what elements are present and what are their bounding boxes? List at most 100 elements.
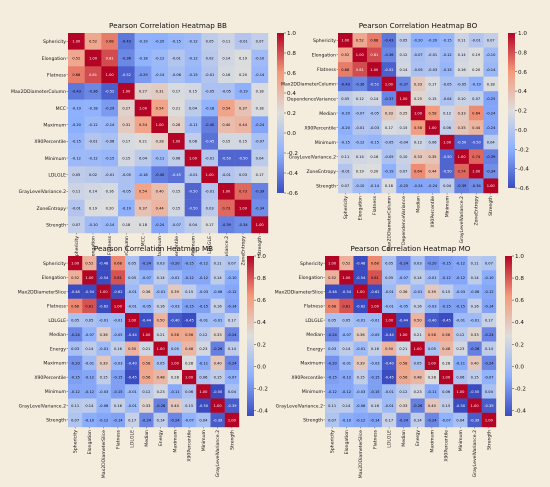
cell-value-label: 0.15 (172, 206, 180, 210)
heatmap-cell (125, 256, 140, 271)
cell-value-label: -0.14 (370, 184, 380, 188)
cell-value-label: -0.29 (138, 73, 148, 77)
colorbar-tick-label: 0.8 (287, 51, 296, 57)
cell-value-label: 1.00 (356, 53, 365, 57)
heatmap-cell (382, 298, 397, 314)
heatmap-cell (196, 256, 211, 271)
heatmap-cell (167, 270, 183, 285)
cell-value-label: 0.23 (456, 347, 464, 351)
heatmap-cell (168, 49, 185, 67)
heatmap-cell (82, 398, 97, 413)
heatmap-cell (110, 370, 126, 385)
cell-value-label: -0.48 (356, 262, 366, 266)
heatmap-cell (339, 384, 354, 399)
x-tick-label: Sphericity (74, 236, 80, 259)
cell-value-label: -0.01 (384, 404, 393, 408)
cell-value-label: 0.05 (414, 361, 422, 365)
cell-value-label: 1.00 (428, 361, 437, 365)
cell-value-label: 0.05 (385, 276, 393, 280)
heatmap-cell (338, 105, 353, 121)
heatmap-cell (134, 66, 152, 84)
heatmap-cell (439, 270, 454, 285)
heatmap-cell (167, 327, 183, 342)
heatmap-cell (481, 412, 497, 428)
cell-value-label: 0.17 (206, 223, 214, 227)
heatmap-cell (425, 62, 441, 77)
heatmap-cell (167, 298, 183, 314)
heatmap-cell (251, 149, 269, 167)
heatmap-cell (201, 133, 219, 150)
cell-value-label: -0.25 (486, 97, 495, 101)
heatmap-cell (353, 370, 368, 385)
colorbar-tick-label: -0.4 (287, 171, 298, 177)
heatmap-cell (424, 341, 440, 356)
heatmap-cell (96, 398, 111, 413)
heatmap-cell (481, 384, 497, 399)
heatmap-cell (96, 284, 111, 299)
cell-value-label: 0.14 (157, 418, 166, 422)
cell-value-label: -0.14 (155, 73, 165, 77)
heatmap-cell (68, 49, 85, 67)
cell-value-label: 0.16 (114, 404, 123, 408)
cell-value-label: -0.19 (122, 206, 132, 210)
heatmap-cell (410, 341, 425, 356)
heatmap-cell (151, 149, 169, 167)
cell-value-label: -0.07 (142, 276, 151, 280)
heatmap-cell (338, 76, 353, 92)
cell-value-label: -0.34 (486, 170, 496, 174)
cell-value-label: 0.18 (256, 90, 265, 94)
cell-value-label: 0.14 (228, 347, 237, 351)
heatmap-cell (196, 327, 211, 342)
heatmap-cell (468, 62, 484, 77)
heatmap-cell (367, 370, 383, 385)
cell-value-label: -0.24 (255, 123, 265, 127)
heatmap-cell (325, 270, 340, 285)
cell-value-label: 1.00 (156, 123, 165, 127)
cell-value-label: 0.16 (370, 155, 379, 159)
heatmap-cell (468, 47, 484, 63)
cell-value-label: 1.00 (228, 418, 237, 422)
heatmap-cell (424, 384, 440, 399)
cell-value-label: 0.15 (214, 376, 222, 380)
heatmap-cell (201, 116, 219, 134)
heatmap-cell (339, 284, 354, 299)
cell-value-label: -0.05 (384, 155, 393, 159)
cell-value-label: 0.54 (139, 123, 148, 127)
heatmap-cell (82, 341, 97, 356)
heatmap-cell (410, 398, 425, 413)
cell-value-label: 0.03 (239, 173, 247, 177)
x-tick-label: Minimum (458, 429, 464, 451)
heatmap-cell (110, 313, 126, 328)
cell-value-label: -0.07 (355, 111, 364, 115)
cell-value-label: -0.07 (184, 418, 193, 422)
cell-value-label: 0.68 (106, 40, 115, 44)
cell-value-label: -0.12 (356, 418, 365, 422)
y-tick-label: Max2DDiameterSlice (18, 289, 66, 295)
heatmap-cell (396, 370, 411, 385)
cell-value-label: 0.28 (428, 376, 437, 380)
x-tick-label: Strength (488, 196, 494, 216)
heatmap-cell (153, 284, 168, 299)
colorbar-tick-label: -0.4 (515, 408, 526, 414)
cell-value-label: -0.18 (88, 106, 98, 110)
y-tick-label: Median (49, 332, 66, 338)
y-tick-label: Flatness (304, 304, 324, 310)
cell-value-label: -0.01 (99, 319, 108, 323)
colorbar-tick-label: -0.6 (518, 186, 529, 192)
heatmap-cell (196, 298, 211, 314)
x-tick-label: Flatness (107, 235, 113, 255)
colorbar-tick-label: -0.4 (518, 167, 529, 173)
cell-value-label: -0.01 (127, 404, 136, 408)
heatmap-cell (352, 33, 368, 48)
heatmap-cell (353, 284, 368, 299)
heatmap-cell (251, 133, 269, 150)
heatmap-cell (68, 284, 83, 299)
heatmap-cell (468, 33, 484, 48)
cell-value-label: -0.11 (456, 361, 465, 365)
cell-value-label: 0.58 (171, 333, 180, 337)
cell-value-label: -0.19 (472, 82, 482, 86)
heatmap-cell (168, 66, 185, 84)
cell-value-label: 0.68 (328, 304, 337, 308)
y-tick-label: X90Percentile (34, 375, 66, 381)
cell-value-label: 0.23 (414, 390, 422, 394)
